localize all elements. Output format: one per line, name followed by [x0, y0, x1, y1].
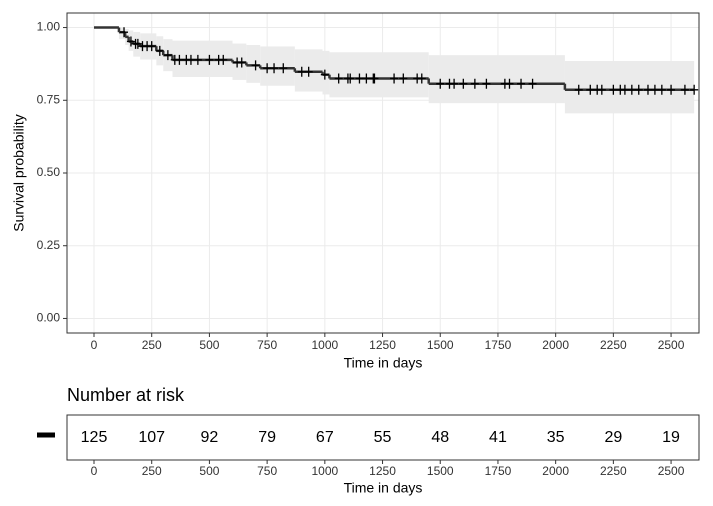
censor-mark [193, 54, 202, 65]
risk-title: Number at risk [67, 385, 185, 405]
censor-mark [436, 78, 445, 89]
censor-mark [517, 78, 526, 89]
censor-mark [390, 73, 399, 84]
censor-mark [399, 73, 408, 84]
x-tick-label: 2500 [658, 464, 685, 478]
confidence-band [322, 50, 330, 95]
censor-mark [205, 54, 214, 65]
y-tick-label: 0.50 [37, 165, 61, 179]
y-tick-label: 0.75 [37, 92, 61, 106]
x-tick-label: 0 [91, 464, 98, 478]
risk-panel [66, 414, 700, 461]
censor-mark [147, 41, 156, 52]
censor-mark [620, 84, 629, 95]
censor-mark [186, 54, 195, 65]
censor-mark [270, 63, 279, 74]
risk-count: 79 [258, 429, 276, 446]
risk-count: 48 [431, 429, 449, 446]
censor-mark [459, 78, 468, 89]
x-tick-label: 1000 [311, 338, 338, 352]
censor-mark [657, 84, 666, 95]
censor-mark [346, 73, 355, 84]
x-tick-label: 2250 [600, 464, 627, 478]
censor-mark [470, 78, 479, 89]
y-tick-label: 0.25 [37, 238, 61, 252]
confidence-band [564, 61, 695, 114]
x-tick-label: 1000 [311, 464, 338, 478]
x-tick-label: 2000 [542, 464, 569, 478]
x-tick-label: 0 [91, 338, 98, 352]
confidence-band [246, 45, 261, 83]
confidence-band [329, 52, 429, 98]
x-tick-label: 1750 [485, 338, 512, 352]
censor-mark [505, 78, 514, 89]
censor-mark [297, 66, 306, 77]
censor-mark [175, 54, 184, 65]
x-tick-label: 1250 [369, 464, 396, 478]
censor-mark [643, 84, 652, 95]
censor-mark [482, 78, 491, 89]
censor-mark [237, 57, 246, 68]
x-tick-label: 2250 [600, 338, 627, 352]
censor-mark [450, 78, 459, 89]
panel-border [66, 12, 700, 334]
censor-mark [120, 27, 129, 38]
censor-mark [627, 84, 636, 95]
x-tick-label: 2500 [658, 338, 685, 352]
risk-count: 67 [316, 429, 334, 446]
risk-count: 107 [138, 429, 165, 446]
risk-count: 19 [662, 429, 680, 446]
x-tick-label: 250 [142, 464, 162, 478]
risk-x-label: Time in days [344, 480, 423, 496]
censor-mark [680, 84, 689, 95]
x-tick-label: 750 [257, 464, 277, 478]
censor-mark [263, 63, 272, 74]
x-tick-label: 250 [142, 338, 162, 352]
censor-mark [667, 84, 676, 95]
censor-mark [126, 36, 135, 47]
x-tick-label: 1500 [427, 464, 454, 478]
y-axis-label: Survival probability [11, 114, 27, 232]
censor-mark [320, 69, 329, 80]
y-tick-label: 1.00 [37, 20, 61, 34]
x-tick-label: 500 [199, 338, 219, 352]
x-tick-label: 1750 [485, 464, 512, 478]
censor-mark [304, 66, 313, 77]
censor-mark [219, 54, 228, 65]
censor-mark [251, 60, 260, 71]
x-tick-label: 750 [257, 338, 277, 352]
risk-count: 41 [489, 429, 507, 446]
risk-count: 35 [547, 429, 565, 446]
risk-count: 125 [81, 429, 108, 446]
confidence-band [260, 46, 295, 86]
censor-mark [690, 84, 699, 95]
censor-mark [634, 84, 643, 95]
risk-count: 55 [374, 429, 392, 446]
censor-mark [528, 78, 537, 89]
censor-mark [334, 73, 343, 84]
censor-mark [597, 84, 606, 95]
risk-count: 29 [604, 429, 622, 446]
censor-mark [650, 84, 659, 95]
censor-mark [355, 73, 364, 84]
risk-count: 92 [201, 429, 219, 446]
x-tick-label: 500 [199, 464, 219, 478]
censor-mark [609, 84, 618, 95]
censor-mark [279, 63, 288, 74]
censor-mark [133, 38, 142, 49]
x-tick-label: 1250 [369, 338, 396, 352]
censor-mark [417, 73, 426, 84]
censor-mark [362, 73, 371, 84]
censor-mark [370, 73, 379, 84]
confidence-band [428, 55, 565, 104]
y-tick-label: 0.00 [37, 311, 61, 325]
x-tick-label: 1500 [427, 338, 454, 352]
censor-mark [163, 50, 172, 61]
x-axis-label: Time in days [344, 355, 423, 371]
x-tick-label: 2000 [542, 338, 569, 352]
censor-mark [155, 45, 164, 56]
censor-mark [574, 84, 583, 95]
censor-mark [586, 84, 595, 95]
